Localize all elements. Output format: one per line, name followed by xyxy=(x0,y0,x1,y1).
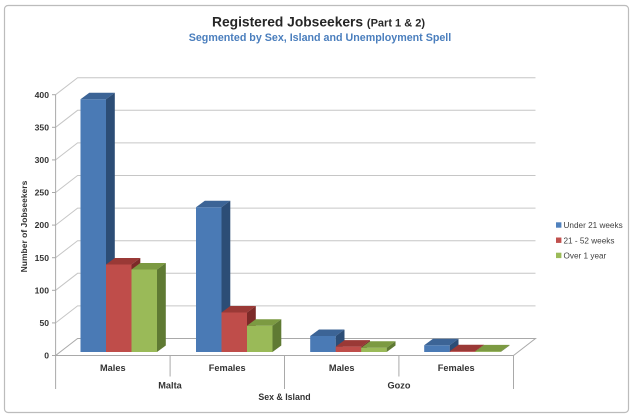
svg-text:Malta: Malta xyxy=(158,381,182,391)
svg-text:Under 21 weeks: Under 21 weeks xyxy=(564,221,623,230)
svg-text:300: 300 xyxy=(35,155,50,165)
svg-text:Sex & Island: Sex & Island xyxy=(258,392,310,402)
svg-text:150: 150 xyxy=(35,253,50,263)
svg-text:250: 250 xyxy=(35,188,50,198)
svg-text:21 - 52 weeks: 21 - 52 weeks xyxy=(564,236,615,245)
svg-text:Females: Females xyxy=(438,363,475,373)
svg-text:Registered Jobseekers (Part 1: Registered Jobseekers (Part 1 & 2) xyxy=(212,14,425,29)
svg-text:350: 350 xyxy=(35,122,50,132)
svg-text:100: 100 xyxy=(35,285,50,295)
svg-text:400: 400 xyxy=(35,90,50,100)
svg-text:Males: Males xyxy=(100,363,126,373)
svg-text:0: 0 xyxy=(44,351,49,361)
svg-text:200: 200 xyxy=(35,220,50,230)
svg-text:50: 50 xyxy=(39,318,49,328)
svg-text:Gozo: Gozo xyxy=(388,381,411,391)
svg-text:Segmented by Sex, Island and U: Segmented by Sex, Island and Unemploymen… xyxy=(189,32,452,44)
svg-text:Females: Females xyxy=(209,363,246,373)
svg-text:Males: Males xyxy=(329,363,355,373)
svg-text:Number of Jobseekers: Number of Jobseekers xyxy=(19,180,29,272)
svg-text:Over 1 year: Over 1 year xyxy=(564,252,607,261)
